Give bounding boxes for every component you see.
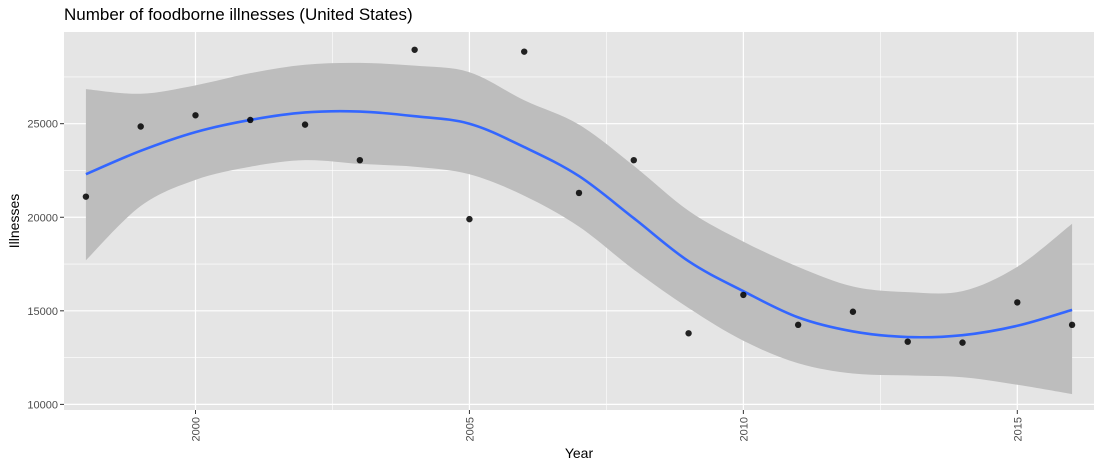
y-tick-label: 25000 bbox=[27, 119, 58, 131]
confidence-ribbon bbox=[85, 62, 1073, 395]
data-point bbox=[247, 116, 254, 124]
data-point bbox=[740, 291, 747, 299]
data-point bbox=[411, 46, 418, 53]
data-point bbox=[192, 112, 199, 119]
x-tick-label: 2005 bbox=[464, 417, 476, 441]
data-point bbox=[301, 121, 309, 128]
data-point bbox=[82, 193, 90, 200]
x-axis-title: Year bbox=[565, 445, 594, 461]
data-point bbox=[630, 156, 637, 164]
data-point bbox=[959, 339, 966, 346]
data-point bbox=[521, 48, 528, 55]
data-point bbox=[1068, 321, 1076, 329]
data-point bbox=[1014, 299, 1021, 306]
data-point bbox=[904, 338, 911, 345]
x-axis: 2000 2005 2010 2015 bbox=[190, 410, 1024, 441]
data-point bbox=[137, 123, 144, 130]
chart-title: Number of foodborne illnesses (United St… bbox=[64, 5, 413, 24]
data-point bbox=[466, 215, 473, 223]
y-tick-label: 20000 bbox=[27, 212, 58, 224]
data-point bbox=[849, 308, 857, 315]
x-tick-label: 2010 bbox=[738, 417, 750, 441]
y-axis-title: Illnesses bbox=[6, 194, 22, 248]
data-points bbox=[82, 46, 1076, 346]
y-tick-label: 10000 bbox=[27, 399, 58, 411]
x-tick-label: 2015 bbox=[1012, 417, 1024, 441]
x-tick-label: 2000 bbox=[190, 417, 202, 441]
y-axis: 10000 15000 20000 25000 bbox=[27, 119, 64, 411]
data-point bbox=[794, 321, 802, 329]
data-point bbox=[685, 330, 692, 337]
y-tick-label: 15000 bbox=[27, 306, 58, 318]
data-point bbox=[575, 189, 583, 197]
data-point bbox=[356, 156, 364, 164]
